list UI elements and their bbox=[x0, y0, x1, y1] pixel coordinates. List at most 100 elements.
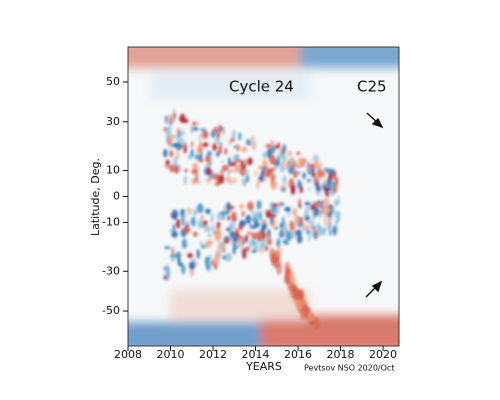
field-patch bbox=[199, 151, 203, 162]
field-patch bbox=[304, 201, 311, 206]
field-patch bbox=[192, 231, 198, 237]
field-patch bbox=[224, 177, 232, 183]
y-axis-label: Latitude, Deg. bbox=[89, 158, 102, 236]
field-patch bbox=[279, 202, 285, 206]
field-patch bbox=[237, 235, 244, 240]
field-patch bbox=[283, 241, 289, 246]
field-patch bbox=[233, 154, 241, 162]
field-patch bbox=[260, 170, 264, 179]
field-patch bbox=[204, 256, 211, 262]
polar-band bbox=[170, 290, 310, 320]
field-patch bbox=[245, 247, 248, 252]
field-patch bbox=[283, 221, 288, 232]
field-patch bbox=[233, 177, 237, 184]
field-patch bbox=[307, 309, 314, 322]
field-patch bbox=[216, 221, 221, 228]
field-patch bbox=[183, 143, 187, 154]
field-patch bbox=[320, 227, 325, 236]
field-patch bbox=[284, 261, 291, 274]
field-patch bbox=[236, 143, 240, 152]
field-patch bbox=[329, 227, 332, 237]
field-patch bbox=[281, 175, 288, 186]
field-patch bbox=[262, 159, 268, 167]
polar-band bbox=[150, 70, 310, 100]
field-patch bbox=[299, 204, 302, 209]
field-patch bbox=[239, 166, 247, 177]
annotation: C25 bbox=[357, 78, 387, 96]
field-patch bbox=[276, 238, 281, 248]
field-patch bbox=[313, 201, 319, 208]
field-patch bbox=[294, 214, 298, 225]
field-patch bbox=[243, 158, 249, 166]
field-patch bbox=[254, 170, 258, 177]
field-patch bbox=[318, 209, 323, 220]
x-tick-label: 2008 bbox=[114, 348, 142, 361]
field-patch bbox=[270, 146, 276, 154]
field-patch bbox=[169, 229, 174, 233]
field-patch bbox=[181, 264, 186, 275]
field-patch bbox=[210, 212, 214, 224]
field-patch bbox=[163, 148, 168, 158]
field-patch bbox=[332, 225, 337, 236]
field-patch bbox=[266, 238, 273, 246]
field-patch bbox=[205, 154, 211, 163]
field-patch bbox=[205, 241, 212, 248]
field-patch bbox=[227, 215, 230, 221]
field-patch bbox=[202, 220, 208, 226]
field-patch bbox=[247, 157, 253, 165]
field-patch bbox=[282, 154, 287, 162]
field-patch bbox=[323, 215, 327, 226]
polar-bands bbox=[128, 47, 399, 346]
field-patch bbox=[242, 237, 245, 246]
field-patch bbox=[196, 121, 200, 125]
x-tick-label: 2010 bbox=[157, 348, 185, 361]
field-patch bbox=[228, 138, 232, 146]
field-patch bbox=[230, 211, 237, 223]
field-patch bbox=[175, 251, 182, 260]
field-patch bbox=[271, 203, 279, 208]
field-patch bbox=[187, 252, 193, 259]
field-patch bbox=[179, 262, 184, 267]
field-patch bbox=[173, 156, 178, 165]
field-patch bbox=[183, 225, 191, 234]
field-patch bbox=[298, 216, 304, 225]
field-patch bbox=[244, 234, 249, 243]
field-patch bbox=[204, 208, 211, 215]
field-patch bbox=[242, 248, 247, 260]
polar-band bbox=[128, 47, 310, 68]
field-patch bbox=[196, 249, 200, 259]
x-tick-label: 2018 bbox=[327, 348, 355, 361]
field-patch bbox=[296, 298, 303, 311]
field-patch bbox=[259, 211, 263, 221]
field-patch bbox=[199, 221, 204, 227]
y-tick-label: 10 bbox=[106, 164, 120, 177]
field-patch bbox=[302, 222, 306, 230]
field-patch bbox=[173, 165, 180, 174]
field-patch bbox=[190, 140, 194, 149]
field-patch bbox=[198, 142, 203, 150]
field-patch bbox=[260, 220, 267, 225]
field-patch bbox=[291, 208, 298, 217]
field-patch bbox=[296, 234, 303, 244]
field-patch bbox=[256, 200, 262, 210]
field-patch bbox=[274, 206, 280, 215]
field-patch bbox=[259, 244, 265, 249]
y-tick-label: -10 bbox=[102, 215, 120, 228]
field-patch bbox=[251, 249, 257, 253]
field-patch bbox=[209, 253, 212, 264]
field-patch bbox=[227, 157, 231, 168]
field-patch bbox=[326, 169, 332, 173]
field-patch bbox=[194, 154, 201, 160]
field-patch bbox=[328, 220, 332, 229]
field-patch bbox=[282, 144, 287, 153]
field-patch bbox=[294, 288, 301, 301]
field-patch bbox=[212, 143, 217, 151]
field-patch bbox=[199, 240, 203, 246]
field-patch bbox=[234, 163, 239, 172]
field-patch bbox=[184, 169, 188, 173]
field-patch bbox=[289, 156, 295, 167]
field-patch bbox=[303, 158, 307, 163]
field-patch bbox=[227, 168, 234, 174]
field-patch bbox=[169, 150, 174, 158]
